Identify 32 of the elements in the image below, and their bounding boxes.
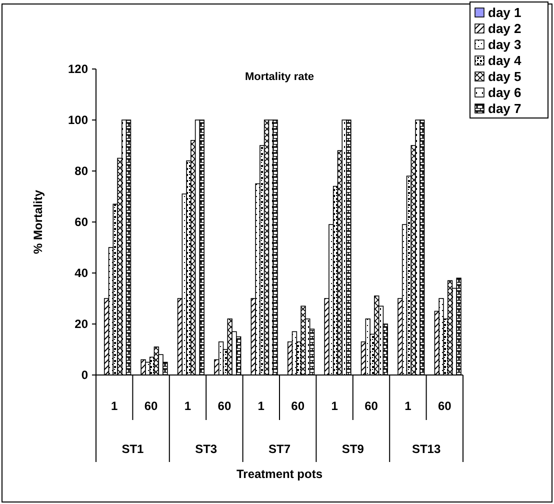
y-tick-label: 80 bbox=[74, 164, 88, 178]
y-tick-label: 20 bbox=[74, 317, 88, 332]
y-axis-title: % Mortality bbox=[31, 190, 45, 254]
legend-label: day 2 bbox=[488, 21, 522, 36]
legend-label: day 5 bbox=[488, 69, 522, 84]
y-tick-label: 60 bbox=[74, 215, 88, 230]
x-tick-label: 1 bbox=[331, 399, 338, 413]
x-tick-label: 1 bbox=[258, 399, 265, 413]
text: ST13 bbox=[412, 442, 441, 456]
x-axis-title: Treatment pots bbox=[236, 467, 323, 481]
legend-label: day 3 bbox=[488, 37, 522, 52]
x-tick-label: 1 bbox=[184, 399, 192, 413]
x-tick-label: 1 bbox=[111, 399, 118, 413]
text: ST7 bbox=[268, 442, 291, 456]
x-tick-label: 60 bbox=[438, 399, 452, 413]
legend-label: day 7 bbox=[488, 101, 522, 116]
y-tick-label: 0 bbox=[81, 368, 88, 382]
y-tick-label: 100 bbox=[68, 113, 88, 128]
text: ST1 bbox=[122, 442, 144, 456]
x-tick-label: 1 bbox=[404, 399, 412, 413]
x-tick-label: 60 bbox=[291, 399, 305, 413]
y-tick-label: 40 bbox=[74, 266, 88, 280]
legend-label: day 6 bbox=[488, 85, 522, 100]
legend-label: day 4 bbox=[488, 53, 522, 68]
x-tick-label: 60 bbox=[364, 399, 378, 413]
x-tick-label: 60 bbox=[144, 399, 158, 413]
legend-label: day 1 bbox=[488, 5, 522, 20]
y-tick-label: 120 bbox=[68, 62, 88, 76]
chart-title: Mortality rate bbox=[244, 71, 314, 83]
text: ST9 bbox=[342, 442, 364, 456]
text: ST3 bbox=[195, 442, 218, 456]
x-tick-label: 60 bbox=[218, 399, 232, 413]
